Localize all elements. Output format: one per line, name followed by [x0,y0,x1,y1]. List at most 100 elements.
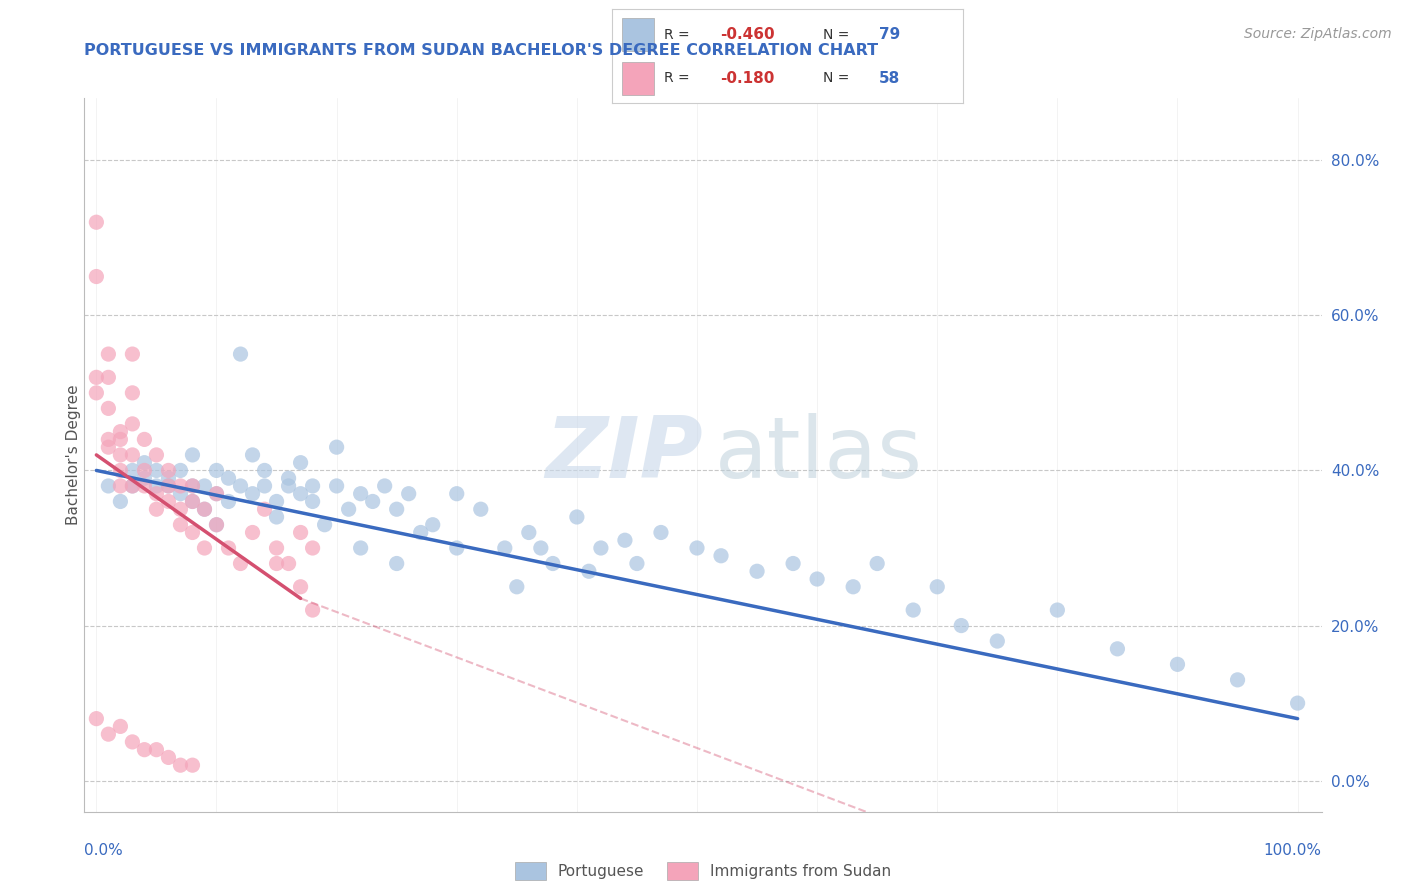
Point [97,727,120,741]
Point [398,486,420,500]
Point [134,463,156,477]
Point [205,486,228,500]
Point [385,557,408,571]
Point [110,494,132,508]
Point [290,580,312,594]
Point [157,750,180,764]
FancyBboxPatch shape [621,18,654,51]
Point [86,215,108,229]
Point [337,502,360,516]
Point [181,525,204,540]
Text: R =: R = [665,71,690,86]
Point [145,486,167,500]
Point [409,525,432,540]
Point [218,494,240,508]
Point [301,541,323,555]
Point [506,580,529,594]
Point [121,735,143,749]
Point [361,494,384,508]
Point [145,463,167,477]
Point [181,448,204,462]
Point [710,549,733,563]
Point [745,564,768,578]
Point [374,479,396,493]
Point [121,347,143,361]
Point [134,456,156,470]
Point [169,463,191,477]
Point [134,471,156,485]
Point [169,758,191,772]
Point [97,347,120,361]
Point [193,502,215,516]
Point [110,433,132,447]
Point [986,634,1008,648]
Point [866,557,889,571]
Point [806,572,828,586]
Point [157,463,180,477]
Point [842,580,865,594]
Text: ZIP: ZIP [546,413,703,497]
Point [242,486,264,500]
Point [86,712,108,726]
Point [97,433,120,447]
Text: 58: 58 [879,70,900,86]
Point [181,479,204,493]
Point [110,719,132,733]
Point [181,494,204,508]
Text: R =: R = [665,28,690,42]
Point [277,479,299,493]
Point [277,557,299,571]
Point [193,479,215,493]
Point [181,758,204,772]
Point [782,557,804,571]
Point [686,541,709,555]
Point [422,517,444,532]
Point [290,486,312,500]
Point [253,479,276,493]
Point [157,479,180,493]
Text: 0.0%: 0.0% [84,843,124,858]
Text: 100.0%: 100.0% [1264,843,1322,858]
Point [950,618,973,632]
Point [229,479,252,493]
Point [121,463,143,477]
Point [266,557,288,571]
Text: atlas: atlas [716,413,924,497]
Point [589,541,612,555]
Point [157,471,180,485]
Text: N =: N = [823,71,849,86]
Point [903,603,925,617]
Point [205,517,228,532]
Point [290,525,312,540]
Point [86,269,108,284]
Point [446,486,468,500]
Legend: Portuguese, Immigrants from Sudan: Portuguese, Immigrants from Sudan [509,856,897,886]
Point [530,541,553,555]
Point [229,557,252,571]
Text: -0.460: -0.460 [721,27,775,42]
Point [121,448,143,462]
Point [229,347,252,361]
Point [301,603,323,617]
Point [517,525,540,540]
Point [1046,603,1069,617]
Y-axis label: Bachelor's Degree: Bachelor's Degree [66,384,80,525]
Point [169,486,191,500]
Point [97,370,120,384]
Point [181,494,204,508]
Point [97,440,120,454]
Point [242,525,264,540]
Point [613,533,636,548]
Point [494,541,516,555]
Point [1226,673,1249,687]
Point [121,385,143,400]
Text: N =: N = [823,28,849,42]
Point [325,440,347,454]
Point [350,486,373,500]
Point [1286,696,1309,710]
Text: PORTUGUESE VS IMMIGRANTS FROM SUDAN BACHELOR'S DEGREE CORRELATION CHART: PORTUGUESE VS IMMIGRANTS FROM SUDAN BACH… [84,43,879,58]
Point [626,557,648,571]
Point [169,502,191,516]
Point [97,401,120,416]
Point [242,448,264,462]
